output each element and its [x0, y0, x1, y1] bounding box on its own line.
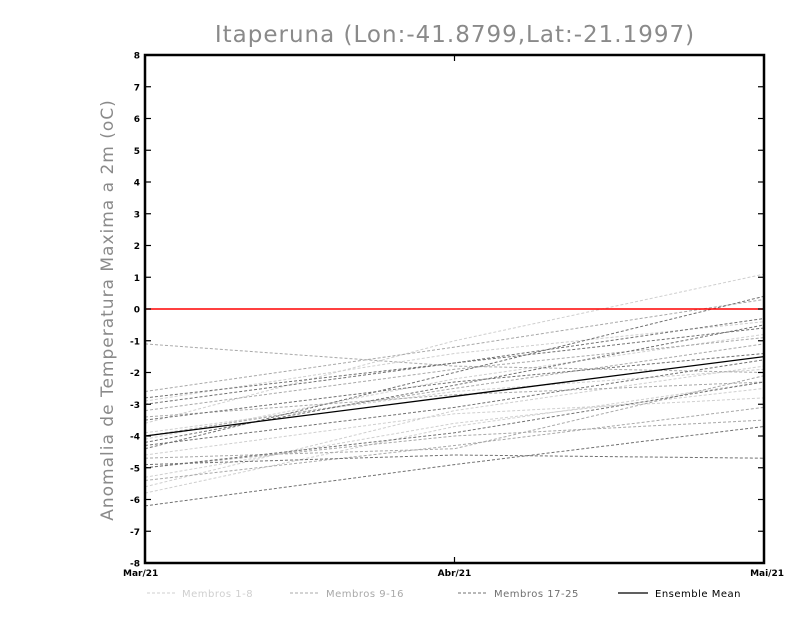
- member-line-8: [144, 397, 765, 456]
- legend-label: Membros 9-16: [326, 589, 404, 600]
- x-axis-ticks: Mar/21 Abr/21 Mai/21: [123, 55, 784, 579]
- y-tick-label: -1: [130, 337, 140, 347]
- y-tick-label: 5: [134, 147, 140, 157]
- member-line-20: [144, 324, 765, 443]
- x-tick-label: Mar/21: [123, 569, 158, 579]
- y-tick-label: -5: [130, 464, 140, 474]
- y-tick-label: -2: [130, 369, 140, 379]
- y-tick-label: 2: [134, 242, 140, 252]
- member-line-14: [144, 299, 765, 392]
- member-line-25: [144, 359, 765, 446]
- y-tick-label: 1: [134, 274, 140, 284]
- member-line-10: [144, 343, 765, 437]
- y-tick-label: -4: [130, 433, 140, 443]
- member-line-17: [144, 295, 765, 450]
- member-line-23: [144, 454, 765, 466]
- chart-title: Itaperuna (Lon:-41.8799,Lat:-21.1997): [215, 22, 695, 48]
- y-axis-ticks: 8 7 6 5 4 3 2 1 0 -1 -2 -3 -4 -5 -6 -7 -8: [130, 52, 764, 570]
- member-line-1: [144, 273, 765, 424]
- legend-label: Membros 1-8: [182, 589, 253, 600]
- member-line-13: [144, 381, 765, 418]
- y-tick-label: -6: [130, 496, 140, 506]
- legend: Membros 1-8 Membros 9-16 Membros 17-25 Ense…: [147, 589, 741, 600]
- y-tick-label: 0: [134, 306, 140, 316]
- member-line-7: [144, 368, 765, 434]
- member-line-15: [144, 406, 765, 481]
- y-tick-label: -8: [130, 560, 140, 570]
- x-tick-label: Abr/21: [438, 569, 472, 579]
- member-line-19: [144, 327, 765, 399]
- member-line-21: [144, 381, 765, 469]
- member-line-11: [144, 337, 765, 412]
- member-line-24: [144, 353, 765, 421]
- legend-label: Ensemble Mean: [655, 589, 741, 600]
- member-line-5: [144, 321, 765, 402]
- member-line-6: [144, 365, 765, 488]
- series-layer: [144, 273, 765, 507]
- member-line-2: [144, 381, 765, 494]
- legend-label: Membros 17-25: [494, 589, 579, 600]
- y-tick-label: 6: [134, 115, 140, 125]
- x-tick-label: Mai/21: [750, 569, 784, 579]
- member-line-3: [144, 333, 765, 440]
- member-line-12: [144, 419, 765, 469]
- y-tick-label: 4: [134, 179, 140, 189]
- y-tick-label: -7: [130, 528, 140, 538]
- y-tick-label: 3: [134, 210, 140, 220]
- y-tick-label: 8: [134, 52, 140, 62]
- y-tick-label: -3: [130, 401, 140, 411]
- ensemble-mean-line: [144, 355, 765, 437]
- y-axis-label: Anomalia de Temperatura Maxima a 2m (oC): [98, 99, 118, 521]
- member-line-22: [144, 426, 765, 507]
- member-line-16: [144, 375, 765, 459]
- y-tick-label: 7: [134, 83, 140, 93]
